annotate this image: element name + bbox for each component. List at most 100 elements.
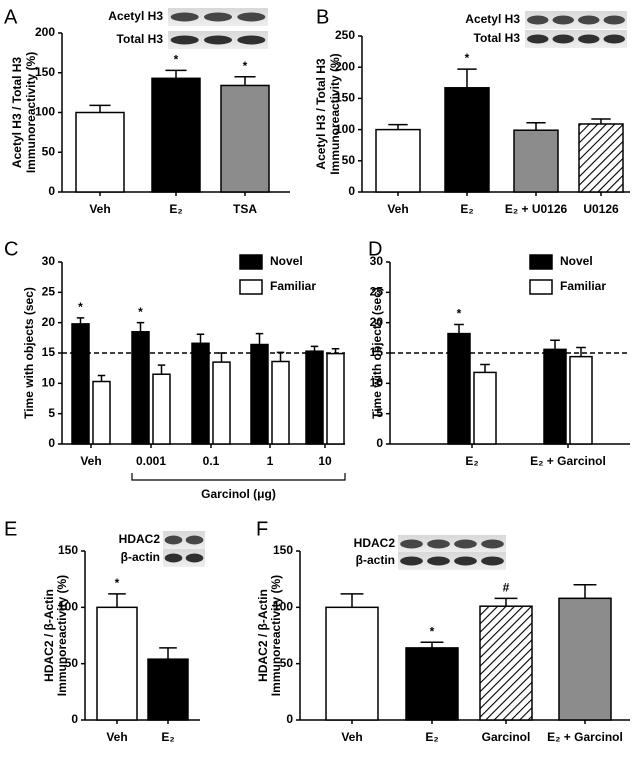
blot-band <box>164 535 183 545</box>
significance-marker: * <box>243 59 248 73</box>
x-tick-label: 0.1 <box>203 454 220 468</box>
x-tick-label: E₂ <box>169 202 182 216</box>
y-tick-label: 100 <box>35 105 55 119</box>
significance-marker: * <box>457 307 462 321</box>
error-bar <box>165 69 187 79</box>
error-bar <box>550 339 560 350</box>
bar <box>152 373 171 445</box>
y-tick-label: 100 <box>273 600 293 614</box>
bar <box>513 129 559 193</box>
legend-label: Novel <box>560 254 593 268</box>
bar <box>147 658 189 721</box>
blot-band <box>552 15 574 25</box>
x-tick-label: E₂ <box>465 454 478 468</box>
bar <box>131 331 150 445</box>
legend-label: Familiar <box>560 279 606 293</box>
blot-strip <box>525 30 627 48</box>
blot-strip <box>525 11 627 29</box>
y-tick-label: 150 <box>35 65 55 79</box>
blot-band <box>170 12 199 22</box>
bar <box>151 77 201 193</box>
y-tick-label: 30 <box>42 254 56 268</box>
x-tick-label: Veh <box>106 730 127 744</box>
x-tick-label: Veh <box>387 202 408 216</box>
x-tick-label: U0126 <box>583 202 619 216</box>
blot-band <box>527 15 549 25</box>
legend-label: Familiar <box>270 279 316 293</box>
blot-strip <box>398 552 506 570</box>
blot-band <box>164 553 183 563</box>
bar <box>271 360 290 445</box>
significance-marker: * <box>174 53 179 67</box>
y-tick-label: 150 <box>335 91 355 105</box>
panel-letter: C <box>4 238 18 260</box>
blot-band <box>204 35 232 45</box>
error-bar <box>234 75 256 86</box>
bar <box>191 342 210 445</box>
bar <box>96 606 138 721</box>
y-tick-label: 200 <box>335 59 355 73</box>
error-bar <box>454 323 464 334</box>
x-tick-label: Veh <box>80 454 101 468</box>
error-bar <box>89 104 111 113</box>
bar <box>578 123 624 193</box>
x-axis-label: Garcinol (μg) <box>201 487 276 501</box>
error-bar <box>388 123 408 130</box>
y-tick-label: 0 <box>48 436 55 450</box>
group-bracket <box>131 473 346 481</box>
y-tick-label: 10 <box>42 376 56 390</box>
blot-band <box>237 12 266 22</box>
blot-label: HDAC2 <box>354 536 396 550</box>
significance-marker: * <box>430 624 435 638</box>
x-tick-label: E₂ + Garcinol <box>530 454 606 468</box>
legend-label: Novel <box>270 254 303 268</box>
y-tick-label: 50 <box>342 153 356 167</box>
bar <box>71 323 90 445</box>
legend-swatch <box>529 254 553 270</box>
error-bar <box>526 121 546 131</box>
error-bar <box>108 593 126 608</box>
y-tick-label: 250 <box>335 28 355 42</box>
y-tick-label: 5 <box>48 406 55 420</box>
blot-label: Total H3 <box>117 32 164 46</box>
y-axis-label: Immunoreactivity (%) <box>269 575 283 696</box>
x-tick-label: Garcinol <box>482 730 531 744</box>
error-bar <box>340 593 364 608</box>
blot-band <box>552 34 574 44</box>
y-tick-label: 15 <box>370 345 384 359</box>
blot-label: HDAC2 <box>119 532 161 546</box>
blot-label: β-actin <box>121 550 160 564</box>
y-tick-label: 15 <box>42 345 56 359</box>
x-tick-label: Veh <box>341 730 362 744</box>
bar <box>305 350 324 445</box>
blot-band <box>170 35 199 45</box>
error-bar <box>159 647 177 660</box>
y-tick-label: 0 <box>48 184 55 198</box>
blot-band <box>400 539 423 549</box>
blot-band <box>481 539 504 549</box>
y-axis-label: Acetyl H3 / Total H3 <box>314 58 328 169</box>
bar <box>543 348 567 445</box>
significance-marker: * <box>138 305 143 319</box>
blot-band <box>427 556 450 566</box>
error-bar <box>591 118 611 124</box>
blot-band <box>578 15 600 25</box>
significance-marker: * <box>78 300 83 314</box>
panel-letter: A <box>4 6 18 28</box>
blot-band <box>204 12 232 22</box>
panel-letter: E <box>4 518 17 540</box>
y-tick-label: 150 <box>273 543 293 557</box>
blot-band <box>481 556 504 566</box>
bar <box>326 352 345 445</box>
y-axis-label: Time with objects (sec) <box>22 287 36 419</box>
x-tick-label: TSA <box>233 202 257 216</box>
x-tick-label: 0.001 <box>136 454 166 468</box>
blot-band <box>400 556 423 566</box>
y-tick-label: 100 <box>335 122 355 136</box>
panel-letter: B <box>316 6 329 28</box>
blot-band <box>527 34 549 44</box>
error-bar <box>480 363 490 373</box>
blot-band <box>427 539 450 549</box>
